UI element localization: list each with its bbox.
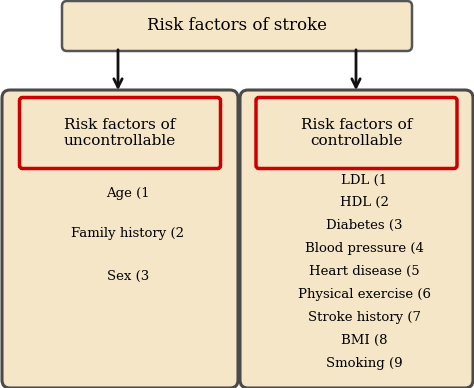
- Text: LDL (1: LDL (1: [341, 173, 388, 187]
- FancyBboxPatch shape: [240, 90, 473, 388]
- Text: Heart disease (5: Heart disease (5: [309, 265, 420, 278]
- Text: Blood pressure (4: Blood pressure (4: [305, 242, 424, 255]
- Text: Risk factors of
uncontrollable: Risk factors of uncontrollable: [64, 118, 176, 148]
- FancyBboxPatch shape: [62, 1, 412, 51]
- Text: Sex (3: Sex (3: [107, 270, 149, 282]
- FancyBboxPatch shape: [2, 90, 238, 388]
- Text: HDL (2: HDL (2: [340, 196, 389, 210]
- FancyBboxPatch shape: [19, 97, 220, 168]
- Text: Physical exercise (6: Physical exercise (6: [298, 288, 431, 301]
- Text: Risk factors of
controllable: Risk factors of controllable: [301, 118, 412, 148]
- Text: BMI (8: BMI (8: [341, 334, 388, 346]
- Text: Risk factors of stroke: Risk factors of stroke: [147, 17, 327, 35]
- Text: Diabetes (3: Diabetes (3: [326, 219, 403, 232]
- Text: Age (1: Age (1: [106, 187, 150, 199]
- Text: Smoking (9: Smoking (9: [326, 357, 403, 369]
- Text: Family history (2: Family history (2: [72, 227, 184, 239]
- FancyBboxPatch shape: [256, 97, 457, 168]
- Text: Stroke history (7: Stroke history (7: [308, 311, 421, 324]
